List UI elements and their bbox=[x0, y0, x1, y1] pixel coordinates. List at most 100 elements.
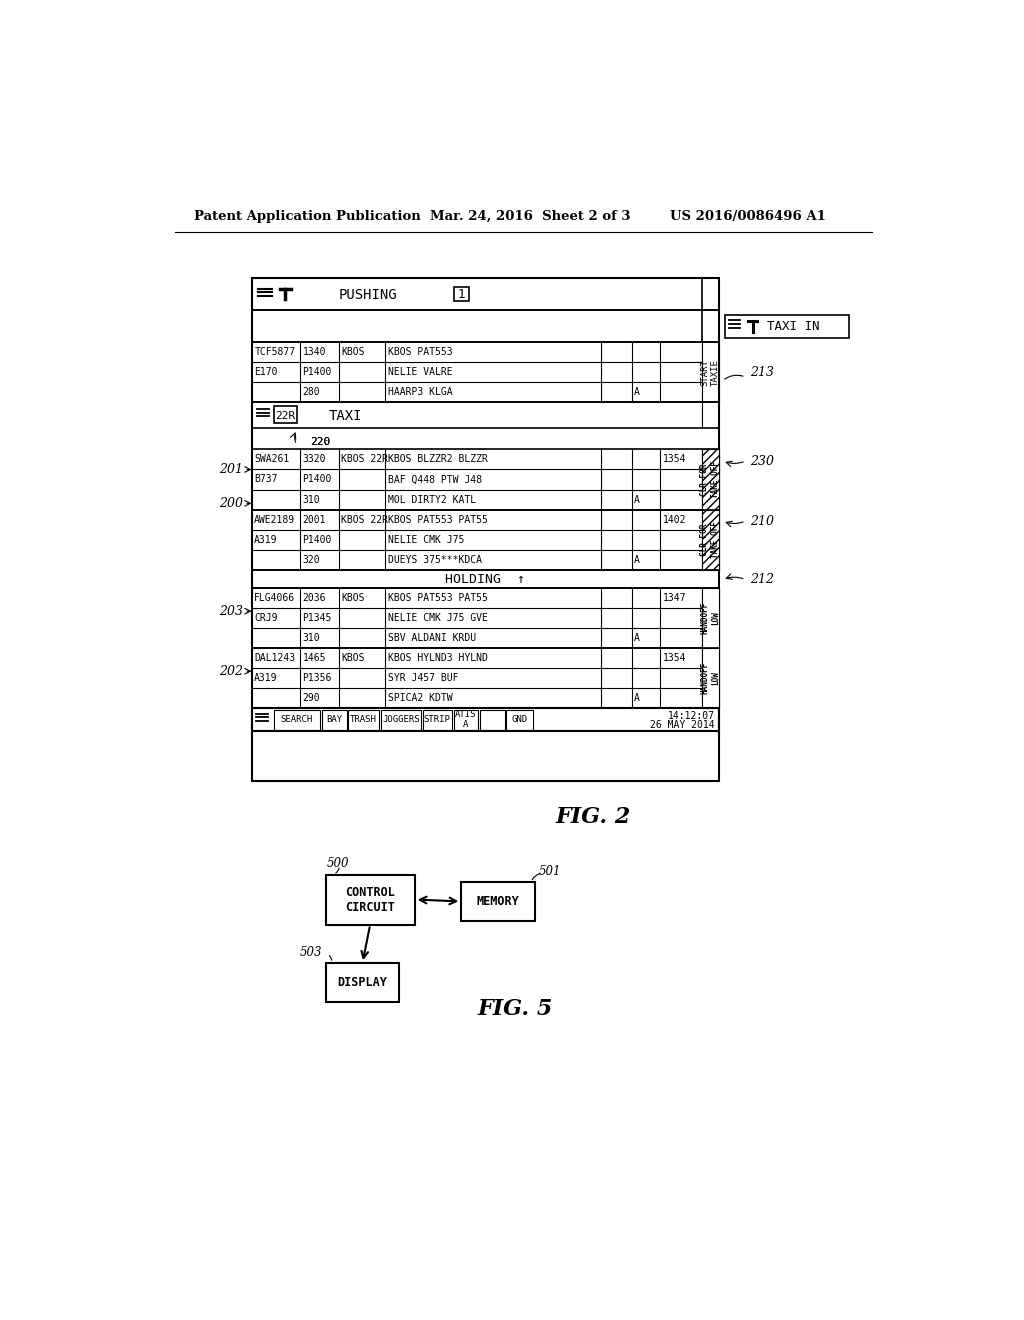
Text: KBOS PAT553 PAT55: KBOS PAT553 PAT55 bbox=[388, 593, 487, 603]
Text: KBOS 22R: KBOS 22R bbox=[341, 454, 388, 465]
Text: KBOS HYLND3 HYLND: KBOS HYLND3 HYLND bbox=[388, 653, 487, 663]
Text: DUEYS 375***KDCA: DUEYS 375***KDCA bbox=[388, 554, 481, 565]
Text: 310: 310 bbox=[302, 634, 319, 643]
Text: HANDOFF
LOW: HANDOFF LOW bbox=[700, 661, 720, 694]
Text: TAXI IN: TAXI IN bbox=[767, 319, 820, 333]
Bar bbox=[252, 589, 719, 648]
Text: A319: A319 bbox=[254, 535, 278, 545]
Text: 290: 290 bbox=[302, 693, 319, 704]
Text: CONTROL
CIRCUIT: CONTROL CIRCUIT bbox=[345, 886, 395, 913]
Text: 202: 202 bbox=[219, 665, 243, 677]
Text: DISPLAY: DISPLAY bbox=[338, 975, 387, 989]
Text: 1465: 1465 bbox=[302, 653, 326, 663]
Text: FLG4066: FLG4066 bbox=[254, 593, 296, 603]
Text: STRIP: STRIP bbox=[424, 715, 451, 725]
Text: MOL DIRTY2 KATL: MOL DIRTY2 KATL bbox=[388, 495, 476, 504]
Text: Patent Application Publication: Patent Application Publication bbox=[194, 210, 421, 223]
Text: B737: B737 bbox=[254, 474, 278, 484]
Text: HANDOFF
LOW: HANDOFF LOW bbox=[700, 602, 720, 635]
Bar bbox=[252, 449, 719, 510]
Bar bbox=[381, 710, 421, 730]
Text: 220: 220 bbox=[310, 437, 331, 446]
Text: KBOS: KBOS bbox=[341, 653, 365, 663]
Text: SWA261: SWA261 bbox=[254, 454, 290, 465]
Text: 14:12:07: 14:12:07 bbox=[668, 711, 715, 721]
Text: CRJ9: CRJ9 bbox=[254, 612, 278, 623]
Text: 1354: 1354 bbox=[663, 653, 686, 663]
Bar bbox=[252, 277, 719, 310]
Text: 200: 200 bbox=[219, 496, 243, 510]
Text: 213: 213 bbox=[750, 366, 773, 379]
Bar bbox=[273, 710, 321, 730]
Bar bbox=[252, 403, 719, 428]
Text: US 2016/0086496 A1: US 2016/0086496 A1 bbox=[671, 210, 826, 223]
Text: Mar. 24, 2016  Sheet 2 of 3: Mar. 24, 2016 Sheet 2 of 3 bbox=[430, 210, 631, 223]
Text: E170: E170 bbox=[254, 367, 278, 378]
Text: P1400: P1400 bbox=[302, 535, 332, 545]
Text: FIG. 5: FIG. 5 bbox=[478, 998, 553, 1020]
Text: 1340: 1340 bbox=[302, 347, 326, 358]
Bar bbox=[322, 710, 346, 730]
Bar bbox=[252, 570, 719, 589]
Bar bbox=[423, 710, 452, 730]
Text: P1345: P1345 bbox=[302, 612, 332, 623]
Bar bbox=[252, 310, 719, 342]
Text: TCF5877: TCF5877 bbox=[254, 347, 296, 358]
Text: SBV ALDANI KRDU: SBV ALDANI KRDU bbox=[388, 634, 476, 643]
Text: 210: 210 bbox=[750, 515, 773, 528]
Text: 212: 212 bbox=[750, 573, 773, 586]
Text: P1356: P1356 bbox=[302, 673, 332, 684]
Text: FIG. 2: FIG. 2 bbox=[555, 805, 631, 828]
Text: JOGGERS: JOGGERS bbox=[382, 715, 420, 725]
Text: 310: 310 bbox=[302, 495, 319, 504]
Bar bbox=[252, 510, 719, 570]
Text: 230: 230 bbox=[750, 454, 773, 467]
Text: KBOS: KBOS bbox=[341, 593, 365, 603]
Bar bbox=[725, 314, 849, 338]
Text: NELIE CMK J75 GVE: NELIE CMK J75 GVE bbox=[388, 612, 487, 623]
Bar bbox=[252, 277, 719, 780]
Text: 26 MAY 2014: 26 MAY 2014 bbox=[650, 721, 715, 730]
Text: KBOS BLZZR2 BLZZR: KBOS BLZZR2 BLZZR bbox=[388, 454, 487, 465]
Text: NELIE VALRE: NELIE VALRE bbox=[388, 367, 453, 378]
Bar bbox=[326, 875, 415, 924]
Text: DAL1243: DAL1243 bbox=[254, 653, 296, 663]
Text: 1354: 1354 bbox=[663, 454, 686, 465]
Text: HOLDING  ↑: HOLDING ↑ bbox=[445, 573, 525, 586]
Text: 503: 503 bbox=[299, 945, 322, 958]
Text: A319: A319 bbox=[254, 673, 278, 684]
Bar bbox=[701, 589, 719, 648]
Bar bbox=[701, 648, 719, 708]
Text: TRASH: TRASH bbox=[350, 715, 377, 725]
Text: 3320: 3320 bbox=[302, 454, 326, 465]
Text: 501: 501 bbox=[539, 865, 561, 878]
Text: SPICA2 KDTW: SPICA2 KDTW bbox=[388, 693, 453, 704]
Text: KBOS 22R: KBOS 22R bbox=[341, 515, 388, 524]
Text: 500: 500 bbox=[328, 857, 349, 870]
Bar bbox=[252, 342, 719, 403]
Text: A: A bbox=[634, 693, 640, 704]
Text: 280: 280 bbox=[302, 388, 319, 397]
Text: PUSHING: PUSHING bbox=[339, 288, 397, 302]
Text: MEMORY: MEMORY bbox=[477, 895, 519, 908]
Text: BAF Q448 PTW J48: BAF Q448 PTW J48 bbox=[388, 474, 481, 484]
Text: SYR J457 BUF: SYR J457 BUF bbox=[388, 673, 458, 684]
Text: 2036: 2036 bbox=[302, 593, 326, 603]
Text: 2001: 2001 bbox=[302, 515, 326, 524]
Text: 203: 203 bbox=[219, 605, 243, 618]
Text: HAARP3 KLGA: HAARP3 KLGA bbox=[388, 388, 453, 397]
Text: A: A bbox=[634, 634, 640, 643]
Text: 1: 1 bbox=[458, 288, 465, 301]
Bar bbox=[454, 286, 469, 301]
Text: CLR FOR
TAKE OFF: CLR FOR TAKE OFF bbox=[700, 521, 720, 558]
Text: NELIE CMK J75: NELIE CMK J75 bbox=[388, 535, 464, 545]
Text: AWE2189: AWE2189 bbox=[254, 515, 296, 524]
Text: TAXI: TAXI bbox=[329, 409, 361, 424]
Bar bbox=[252, 708, 719, 731]
Bar bbox=[480, 710, 505, 730]
Text: SEARCH: SEARCH bbox=[281, 715, 313, 725]
Text: KBOS PAT553: KBOS PAT553 bbox=[388, 347, 453, 358]
Text: ATIS
A: ATIS A bbox=[455, 710, 476, 730]
Bar bbox=[326, 964, 399, 1002]
Bar bbox=[454, 710, 478, 730]
